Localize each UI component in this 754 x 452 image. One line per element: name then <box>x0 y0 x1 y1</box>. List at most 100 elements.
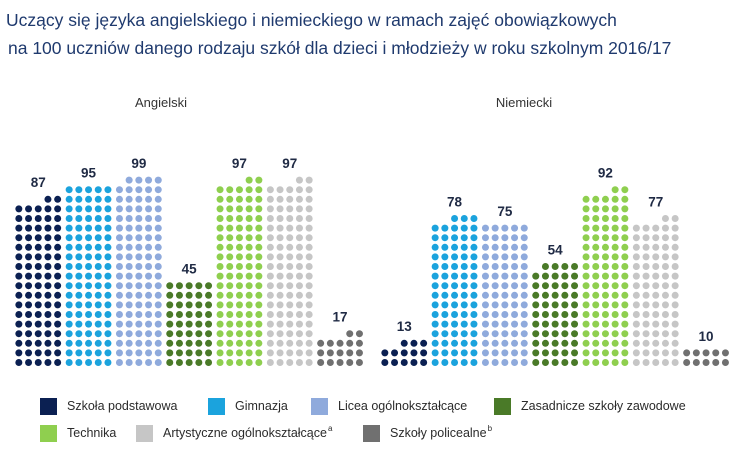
dot <box>25 282 33 290</box>
bar-0-5 <box>266 176 313 366</box>
dot <box>621 224 629 232</box>
dot <box>54 205 62 213</box>
dot <box>216 339 224 347</box>
dot <box>601 301 609 309</box>
dot <box>520 311 528 318</box>
dot <box>286 291 294 299</box>
dot <box>652 291 660 299</box>
dot <box>216 195 224 203</box>
dot <box>255 330 263 338</box>
dot <box>470 320 478 328</box>
dot <box>94 339 102 347</box>
dot <box>481 349 489 357</box>
dot <box>481 311 489 318</box>
dot <box>520 234 528 242</box>
dot <box>431 339 439 347</box>
data-label-0-6: 17 <box>333 310 348 325</box>
dot <box>652 272 660 280</box>
dot <box>511 291 519 299</box>
dot <box>226 301 234 309</box>
dot <box>441 330 449 338</box>
dot <box>481 330 489 338</box>
dot <box>571 282 579 290</box>
dot <box>54 215 62 222</box>
dot <box>441 311 449 318</box>
dot <box>25 359 33 366</box>
dot <box>460 359 468 366</box>
dot <box>286 339 294 347</box>
dot <box>85 301 93 309</box>
dot <box>85 282 93 290</box>
dot <box>671 263 679 270</box>
dot <box>255 301 263 309</box>
dot <box>491 234 499 242</box>
dot <box>104 263 112 270</box>
dot <box>601 349 609 357</box>
dot <box>441 320 449 328</box>
dot <box>205 320 213 328</box>
dot <box>671 243 679 251</box>
dot <box>34 291 42 299</box>
dot <box>115 272 123 280</box>
dot <box>226 234 234 242</box>
dot <box>295 359 303 366</box>
dot <box>305 330 313 338</box>
dot <box>661 339 669 347</box>
dot <box>592 291 600 299</box>
dot <box>601 339 609 347</box>
dot <box>346 349 354 357</box>
dot <box>355 330 363 338</box>
dot <box>166 282 174 290</box>
dot <box>235 195 243 203</box>
dot <box>145 282 153 290</box>
dot <box>286 272 294 280</box>
dot <box>317 339 325 347</box>
dot <box>205 349 213 357</box>
dot <box>25 234 33 242</box>
dot <box>551 301 559 309</box>
dot <box>561 330 569 338</box>
dot <box>226 272 234 280</box>
dot <box>125 205 133 213</box>
dot <box>135 330 143 338</box>
dot <box>295 330 303 338</box>
dot <box>481 234 489 242</box>
dot <box>125 186 133 194</box>
dot <box>520 224 528 232</box>
dot <box>611 243 619 251</box>
dot <box>441 291 449 299</box>
dot <box>175 349 183 357</box>
dot <box>491 330 499 338</box>
dot <box>295 195 303 203</box>
dot <box>561 282 569 290</box>
dot <box>15 224 23 232</box>
dot <box>175 291 183 299</box>
dot <box>520 349 528 357</box>
dot <box>551 339 559 347</box>
dot <box>621 359 629 366</box>
dot <box>85 272 93 280</box>
dot <box>601 291 609 299</box>
dot <box>235 330 243 338</box>
dot <box>276 320 284 328</box>
dot <box>34 243 42 251</box>
dot <box>460 272 468 280</box>
dot <box>551 311 559 318</box>
dot <box>460 349 468 357</box>
dot <box>601 253 609 261</box>
dot <box>54 359 62 366</box>
dot <box>592 215 600 222</box>
dot <box>226 263 234 270</box>
dot <box>470 215 478 222</box>
dot <box>115 186 123 194</box>
dot <box>216 205 224 213</box>
dot <box>154 234 162 242</box>
dot <box>276 282 284 290</box>
dot <box>601 320 609 328</box>
dot <box>226 282 234 290</box>
dot <box>94 215 102 222</box>
dot <box>491 282 499 290</box>
dot <box>216 243 224 251</box>
dot <box>520 253 528 261</box>
dot <box>235 186 243 194</box>
